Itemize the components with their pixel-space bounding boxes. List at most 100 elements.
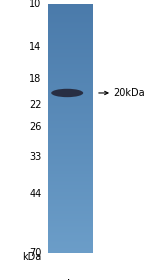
Text: 44: 44 — [29, 189, 42, 199]
Bar — [48, 95, 93, 96]
Bar — [48, 32, 93, 33]
Bar — [48, 252, 93, 253]
Bar — [48, 46, 93, 48]
Bar — [48, 80, 93, 81]
Bar — [48, 101, 93, 103]
Bar — [48, 131, 93, 132]
Bar — [48, 53, 93, 54]
Bar — [48, 85, 93, 87]
Bar — [48, 54, 93, 55]
Bar — [48, 190, 93, 191]
Bar — [48, 176, 93, 178]
Bar — [48, 171, 93, 172]
Bar — [48, 172, 93, 174]
Bar — [48, 166, 93, 167]
Bar — [48, 115, 93, 116]
Bar — [48, 153, 93, 154]
Bar — [48, 106, 93, 108]
Bar — [48, 59, 93, 60]
Bar — [48, 236, 93, 237]
Bar — [48, 159, 93, 160]
Bar — [48, 221, 93, 222]
Bar — [48, 232, 93, 234]
Bar — [48, 150, 93, 151]
Bar — [48, 245, 93, 246]
Bar — [48, 227, 93, 228]
Bar — [48, 90, 93, 92]
Text: 20kDa: 20kDa — [114, 88, 145, 98]
Bar — [48, 67, 93, 68]
Bar — [48, 217, 93, 218]
Bar — [48, 162, 93, 164]
Bar — [48, 110, 93, 111]
Bar — [48, 139, 93, 140]
Bar — [48, 92, 93, 93]
Bar — [48, 235, 93, 236]
Bar — [48, 29, 93, 30]
Bar — [48, 134, 93, 135]
Bar — [48, 240, 93, 241]
Bar — [48, 64, 93, 65]
Bar — [48, 192, 93, 193]
Bar — [48, 144, 93, 145]
Bar — [48, 228, 93, 230]
Bar — [48, 225, 93, 226]
Bar — [48, 60, 93, 62]
Bar — [48, 237, 93, 239]
Bar — [48, 125, 93, 126]
Text: 33: 33 — [29, 152, 42, 162]
Bar — [48, 220, 93, 221]
Bar — [48, 40, 93, 41]
Bar — [48, 81, 93, 83]
Bar — [48, 96, 93, 98]
Bar — [48, 170, 93, 171]
Bar — [48, 136, 93, 137]
Bar — [48, 123, 93, 124]
Bar — [48, 216, 93, 217]
Bar — [48, 9, 93, 10]
Bar — [48, 65, 93, 67]
Bar — [48, 58, 93, 59]
Bar — [48, 116, 93, 118]
Bar — [48, 234, 93, 235]
Bar — [48, 34, 93, 35]
Bar — [48, 161, 93, 162]
Bar — [48, 210, 93, 211]
Bar — [48, 151, 93, 153]
Bar — [48, 126, 93, 128]
Bar — [48, 247, 93, 248]
Bar — [48, 148, 93, 149]
Bar — [48, 52, 93, 53]
Bar — [48, 78, 93, 79]
Bar — [48, 149, 93, 150]
Bar — [48, 239, 93, 240]
Bar — [48, 88, 93, 89]
Bar — [48, 200, 93, 201]
Bar — [48, 14, 93, 15]
Text: 14: 14 — [29, 42, 42, 52]
Bar — [48, 218, 93, 220]
Bar — [48, 193, 93, 195]
Bar — [48, 79, 93, 80]
Bar — [48, 87, 93, 88]
Text: kDa: kDa — [22, 252, 42, 262]
Bar — [48, 242, 93, 243]
Bar — [48, 132, 93, 134]
Bar — [48, 73, 93, 74]
Bar — [48, 43, 93, 44]
Text: 26: 26 — [29, 122, 42, 132]
Bar — [48, 196, 93, 197]
Bar — [48, 204, 93, 205]
Bar — [48, 70, 93, 71]
Bar — [48, 243, 93, 245]
Bar — [48, 186, 93, 187]
Bar — [48, 214, 93, 215]
Bar — [48, 118, 93, 119]
Bar — [48, 169, 93, 170]
Bar — [48, 124, 93, 125]
Bar — [48, 105, 93, 106]
Bar — [48, 128, 93, 129]
Bar — [48, 191, 93, 192]
Bar — [48, 178, 93, 179]
Bar — [48, 45, 93, 46]
